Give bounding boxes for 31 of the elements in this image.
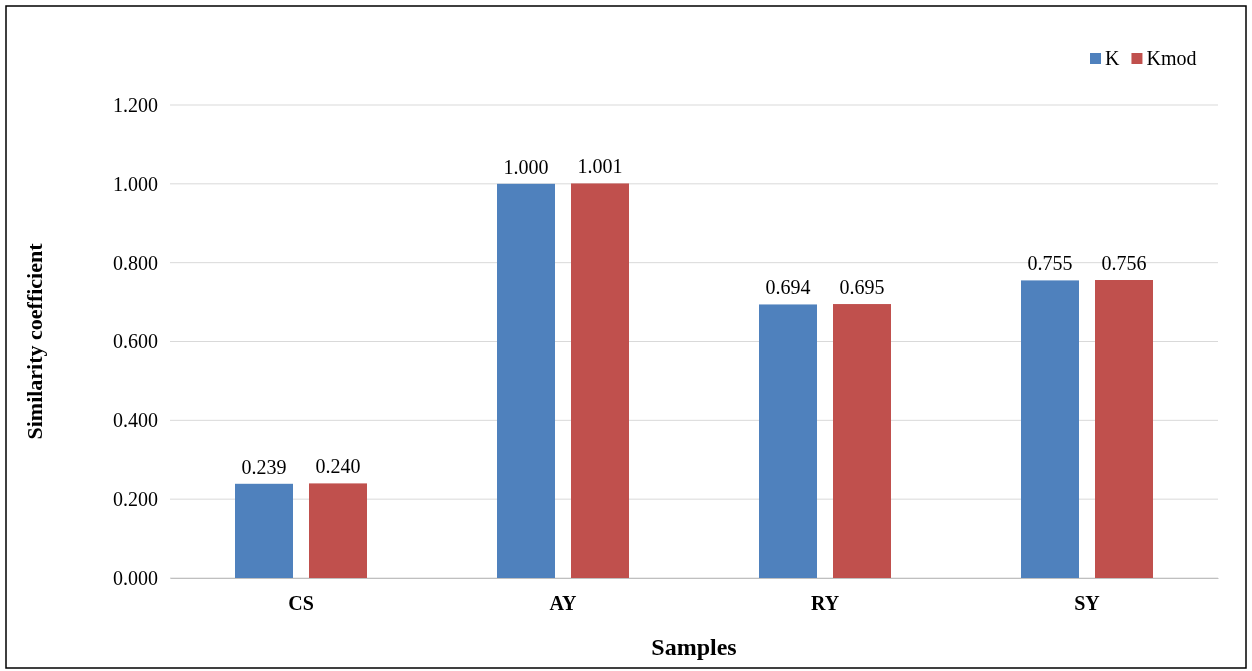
- data-label: 0.755: [1027, 252, 1073, 275]
- data-label: 1.001: [577, 155, 623, 178]
- bar: [309, 483, 367, 578]
- data-label: 0.695: [839, 276, 885, 299]
- y-tick-label: 0.000: [113, 566, 158, 589]
- y-axis-title: Similarity coefficient: [22, 242, 47, 440]
- bar: [235, 483, 293, 578]
- bar: [1021, 280, 1079, 578]
- y-tick-label: 0.200: [113, 488, 158, 511]
- x-tick-label: AY: [549, 592, 578, 615]
- bar: [1095, 280, 1153, 578]
- y-tick-label: 1.200: [113, 93, 158, 116]
- data-label: 0.694: [765, 276, 811, 299]
- x-tick-label: SY: [1074, 592, 1101, 615]
- x-axis-title: Samples: [651, 634, 737, 660]
- bar: [833, 304, 891, 578]
- bar: [759, 304, 817, 578]
- x-tick-label: CS: [288, 592, 314, 615]
- bar: [497, 183, 555, 578]
- x-tick-label: RY: [810, 592, 840, 615]
- data-label: 0.756: [1101, 252, 1147, 275]
- y-tick-label: 0.800: [113, 251, 158, 274]
- data-label: 1.000: [503, 155, 549, 178]
- y-tick-label: 0.600: [113, 330, 158, 353]
- legend-label: Kmod: [1146, 47, 1197, 69]
- legend-label: K: [1105, 47, 1120, 69]
- y-tick-label: 0.400: [113, 409, 158, 432]
- data-label: 0.239: [241, 455, 287, 478]
- data-label: 0.240: [315, 455, 361, 478]
- y-tick-label: 1.000: [113, 172, 158, 195]
- bar: [571, 183, 629, 578]
